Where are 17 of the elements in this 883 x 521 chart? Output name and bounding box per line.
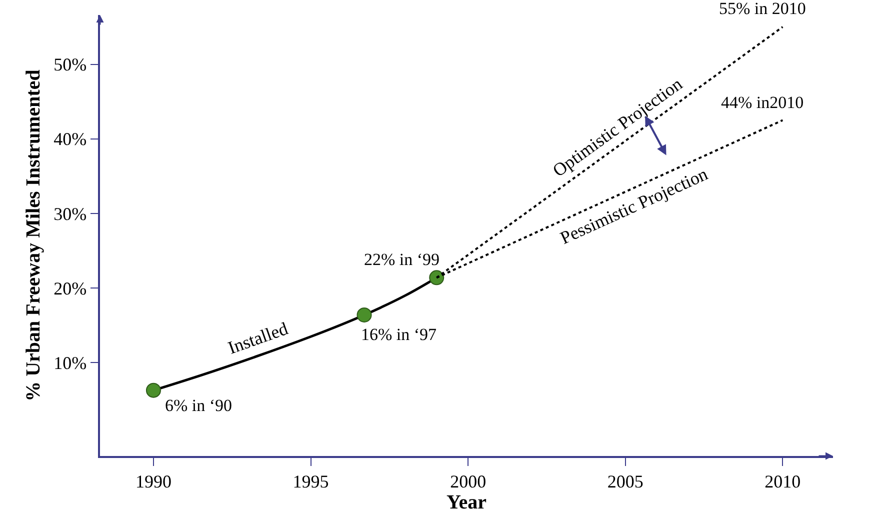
x-tick-label: 1990 [135, 471, 172, 492]
x-tick-label: 2005 [607, 471, 644, 492]
annotation: 22% in ‘99 [364, 250, 440, 269]
annotation: 44% in2010 [721, 93, 804, 112]
y-tick-label: 30% [54, 204, 87, 224]
annotation: 6% in ‘90 [165, 396, 232, 415]
x-tick-label: 2010 [764, 471, 801, 492]
y-tick-label: 40% [54, 129, 87, 150]
y-tick-label: 10% [54, 353, 87, 374]
y-tick-label: 50% [54, 54, 87, 75]
annotation: 16% in ‘97 [361, 325, 438, 344]
y-axis-title: % Urban Freeway Miles Instrumented [22, 70, 45, 402]
x-axis-title: Year [446, 491, 487, 514]
annotation: 55% in 2010 [719, 0, 806, 18]
x-tick-label: 1995 [292, 471, 329, 492]
y-tick-label: 20% [54, 278, 87, 298]
x-tick-label: 2000 [450, 471, 486, 492]
